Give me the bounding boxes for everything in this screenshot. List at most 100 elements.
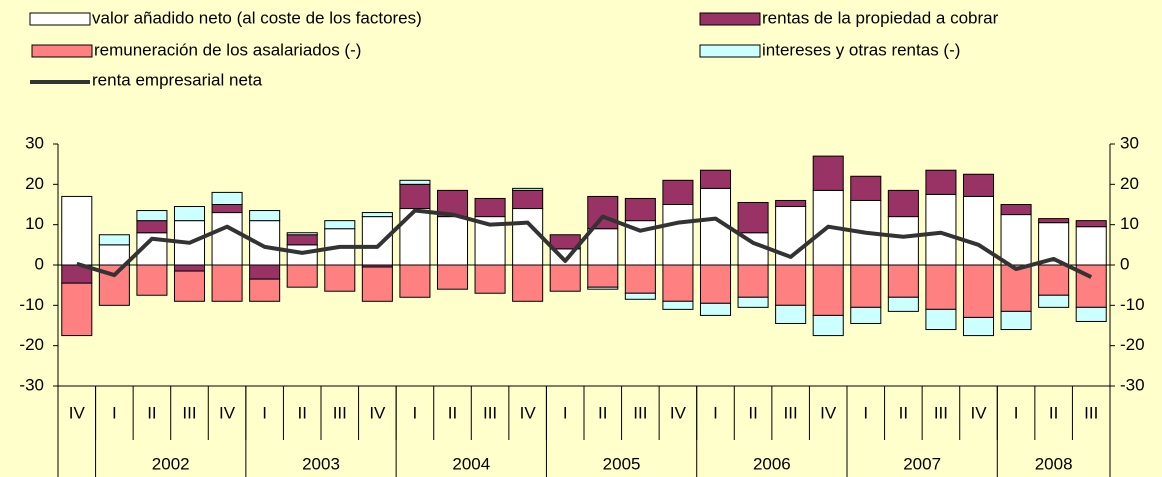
legend-label: intereses y otras rentas (-) [762,40,960,59]
year-label: 2003 [302,454,340,473]
bar-segment [1000,264,1032,312]
bar-segment [436,264,469,290]
x-tick-label: II [899,403,908,422]
bar-segment [775,304,807,324]
bar-segment [512,187,544,191]
year-label: 2007 [903,454,941,473]
bar-segment [662,300,694,310]
x-tick-label: III [182,403,196,422]
bar-segment [249,264,281,280]
bar-segment [887,189,919,218]
bar-segment [587,228,619,266]
x-tick-label: IV [670,403,687,422]
bar-segment [662,179,694,206]
bar-segment [1038,218,1070,224]
bar-segment [737,296,769,308]
bar-segment [812,264,844,316]
y-tick-label: -10 [19,295,44,314]
line [76,208,1093,279]
x-tick-label: I [413,403,418,422]
bar-segment [1075,306,1107,322]
bar-segment [1075,220,1107,228]
x-tick-label: III [1084,403,1098,422]
x-tick-label: II [1049,403,1058,422]
bar-segment [775,199,807,208]
year-label: 2006 [753,454,791,473]
x-tick-label: II [147,403,156,422]
bar-segment [512,208,544,266]
bar-segment [474,197,506,218]
legend-label: renta empresarial neta [92,70,263,89]
bar-segment [136,264,168,296]
bar-segment [925,193,957,266]
bar-segment [399,264,431,298]
bar-segment [61,282,93,337]
y2-tick-label: -20 [1120,335,1145,354]
bar-segment [699,169,732,189]
bar-segment [173,206,206,222]
y2-tick-label: -30 [1120,375,1145,394]
bar-segment [887,296,919,312]
bar-segment [286,234,318,246]
bar-segment [587,264,619,288]
x-tick-label: II [448,403,457,422]
bar-segment [361,212,393,218]
y-tick-label: 30 [25,133,44,152]
bar-segment [361,266,393,302]
y2-tick-label: 0 [1120,254,1129,273]
bar-segment [1000,204,1032,216]
bar-segment [98,234,130,246]
bar-segment [61,195,93,266]
legend-label: remuneración de los asalariados (-) [94,40,361,59]
y-tick-label: 0 [35,254,44,273]
bar-segment [249,210,281,222]
bar-segment [624,292,656,300]
bar-segment [887,264,919,298]
bar-segment [173,270,206,302]
x-tick-label: III [333,403,347,422]
bar-segment [587,195,619,230]
bar-segment [737,264,769,298]
bar-segment [324,264,356,292]
legend-swatch [31,44,93,58]
x-tick-label: I [262,403,267,422]
bar-segment [324,220,356,230]
bar-segment [699,264,732,304]
bar-segment [850,175,882,201]
x-tick-label: IV [970,403,987,422]
bar-segment [98,244,130,266]
x-tick-label: I [713,403,718,422]
bar-segment [211,212,243,266]
bar-segment [850,306,882,324]
bar-segment [512,189,544,210]
bar-segment [624,197,656,222]
bar-segment [286,244,318,266]
bar-segment [1038,264,1070,296]
x-tick-label: II [748,403,757,422]
bar-segment [812,155,844,191]
bar-segment [286,264,318,288]
year-label: 2008 [1035,454,1073,473]
legend-swatch [29,12,91,26]
bar-segment [925,169,957,195]
bar-segment [211,191,243,205]
bar-segment [812,314,844,337]
bar-segment [1075,226,1107,266]
bar-segment [249,278,281,302]
bar-segment [474,264,506,294]
bar-segment [925,308,957,331]
bar-segment [775,264,807,306]
bar-segment [587,286,619,290]
x-tick-label: III [483,403,497,422]
bar-segment [361,216,393,266]
x-tick-label: II [297,403,306,422]
y-tick-label: -30 [19,375,44,394]
legend-swatch [699,44,761,58]
x-tick-label: III [633,403,647,422]
year-label: 2004 [452,454,490,473]
year-label: 2002 [152,454,190,473]
bar-segment [737,201,769,234]
bar-segment [962,316,995,337]
x-tick-label: I [863,403,868,422]
